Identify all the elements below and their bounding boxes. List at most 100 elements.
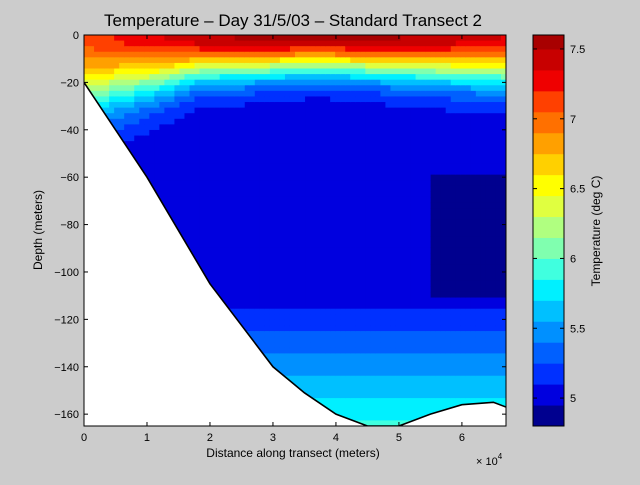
contour-cell <box>440 157 447 165</box>
contour-cell <box>380 35 387 42</box>
contour-cell <box>224 174 231 181</box>
contour-cell <box>420 219 427 226</box>
contour-cell <box>355 208 361 215</box>
contour-cell <box>239 219 246 226</box>
contour-cell <box>184 135 191 142</box>
contour-cell <box>345 403 351 410</box>
contour-cell <box>274 46 281 53</box>
contour-cell <box>239 169 246 176</box>
contour-cell <box>239 35 246 42</box>
contour-cell <box>380 79 387 86</box>
contour-cell <box>425 35 432 42</box>
contour-cell <box>129 96 135 103</box>
contour-cell <box>254 180 261 187</box>
contour-cell <box>94 96 100 103</box>
contour-cell <box>284 342 291 349</box>
contour-cell <box>149 46 155 53</box>
contour-cell <box>269 336 276 343</box>
contour-cell <box>134 107 140 114</box>
contour-cell <box>420 314 427 321</box>
contour-cell <box>154 107 160 114</box>
contour-cell <box>99 62 105 70</box>
contour-cell <box>365 291 371 299</box>
contour-cell <box>204 241 211 248</box>
contour-cell <box>169 57 176 64</box>
contour-cell <box>395 386 402 394</box>
contour-cell <box>184 236 191 243</box>
contour-cell <box>375 275 382 282</box>
contour-cell <box>284 51 291 58</box>
contour-cell <box>410 297 417 304</box>
contour-cell <box>179 102 186 109</box>
contour-cell <box>370 269 376 276</box>
contour-cell <box>330 141 336 148</box>
contour-cell <box>435 308 442 315</box>
contour-cell <box>300 224 306 232</box>
contour-cell <box>284 370 291 377</box>
contour-cell <box>259 79 266 86</box>
contour-cell <box>305 169 311 176</box>
contour-cell <box>375 219 382 226</box>
contour-cell <box>264 85 271 92</box>
contour-cell <box>385 314 392 321</box>
contour-cell <box>405 336 412 343</box>
contour-cell <box>159 74 165 81</box>
contour-cell <box>289 196 296 204</box>
contour-cell <box>340 124 346 131</box>
contour-cell <box>425 297 432 304</box>
contour-cell <box>405 146 412 153</box>
contour-cell <box>229 269 236 276</box>
contour-cell <box>119 79 125 86</box>
contour-cell <box>425 230 432 237</box>
contour-cell <box>365 303 371 310</box>
contour-cell <box>264 96 271 103</box>
contour-cell <box>315 353 321 360</box>
contour-cell <box>335 392 341 399</box>
contour-cell <box>345 57 351 64</box>
contour-cell <box>350 74 356 81</box>
contour-cell <box>405 291 412 299</box>
contour-cell <box>305 135 311 142</box>
contour-cell <box>320 46 326 53</box>
contour-cell <box>184 174 191 181</box>
contour-cell <box>154 163 160 170</box>
contour-cell <box>179 74 186 81</box>
contour-cell <box>355 57 361 64</box>
contour-cell <box>345 62 351 70</box>
contour-cell <box>279 325 286 332</box>
contour-cell <box>390 74 397 81</box>
contour-cell <box>289 74 296 81</box>
contour-cell <box>310 241 316 248</box>
contour-cell <box>300 85 306 92</box>
contour-cell <box>385 113 392 120</box>
contour-cell <box>204 252 211 260</box>
contour-cell <box>340 35 346 42</box>
contour-cell <box>430 258 437 265</box>
contour-cell <box>355 353 361 360</box>
contour-cell <box>345 325 351 332</box>
contour-cell <box>315 74 321 81</box>
contour-cell <box>410 163 417 170</box>
contour-cell <box>415 219 422 226</box>
contour-cell <box>239 74 246 81</box>
contour-cell <box>360 403 366 410</box>
contour-cell <box>279 191 286 198</box>
contour-cell <box>340 157 346 165</box>
contour-cell <box>289 375 296 382</box>
contour-cell <box>295 196 301 204</box>
contour-cell <box>310 386 316 394</box>
contour-cell <box>385 169 392 176</box>
contour-cell <box>360 152 366 159</box>
contour-cell <box>305 202 311 209</box>
contour-cell <box>209 68 216 75</box>
contour-cell <box>300 152 306 159</box>
contour-cell <box>390 347 397 354</box>
contour-cell <box>315 252 321 260</box>
contour-cell <box>199 146 206 153</box>
contour-cell <box>295 174 301 181</box>
contour-cell <box>330 157 336 165</box>
contour-cell <box>269 280 276 287</box>
contour-cell <box>350 118 356 125</box>
contour-cell <box>440 135 447 142</box>
contour-cell <box>259 124 266 131</box>
